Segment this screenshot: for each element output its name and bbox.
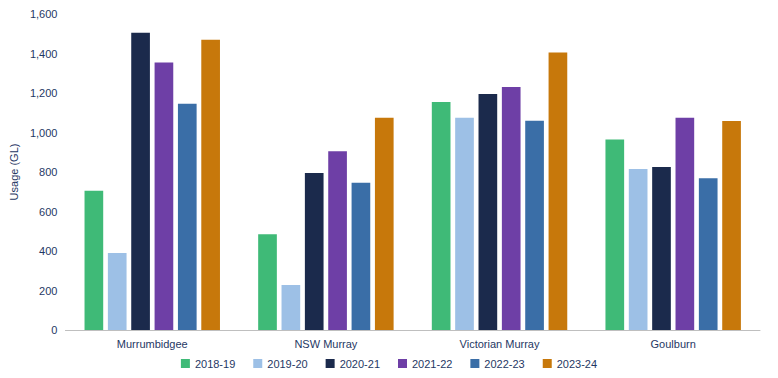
svg-text:2018-19: 2018-19 (195, 358, 235, 370)
svg-text:1,200: 1,200 (30, 87, 58, 99)
svg-text:2023-24: 2023-24 (557, 358, 597, 370)
svg-text:0: 0 (51, 324, 57, 336)
svg-text:Goulburn: Goulburn (651, 338, 696, 350)
svg-text:2021-22: 2021-22 (412, 358, 452, 370)
svg-text:NSW Murray: NSW Murray (294, 338, 357, 350)
svg-text:600: 600 (39, 206, 57, 218)
svg-text:Murrumbidgee: Murrumbidgee (117, 338, 188, 350)
svg-text:2020-21: 2020-21 (340, 358, 380, 370)
svg-text:1,600: 1,600 (30, 8, 58, 20)
svg-text:2022-23: 2022-23 (484, 358, 524, 370)
svg-text:200: 200 (39, 285, 57, 297)
svg-text:1,000: 1,000 (30, 127, 58, 139)
svg-text:Victorian Murray: Victorian Murray (460, 338, 540, 350)
svg-text:400: 400 (39, 245, 57, 257)
svg-text:800: 800 (39, 166, 57, 178)
svg-text:1,400: 1,400 (30, 48, 58, 60)
svg-text:Usage (GL): Usage (GL) (8, 144, 20, 201)
svg-text:2019-20: 2019-20 (267, 358, 307, 370)
